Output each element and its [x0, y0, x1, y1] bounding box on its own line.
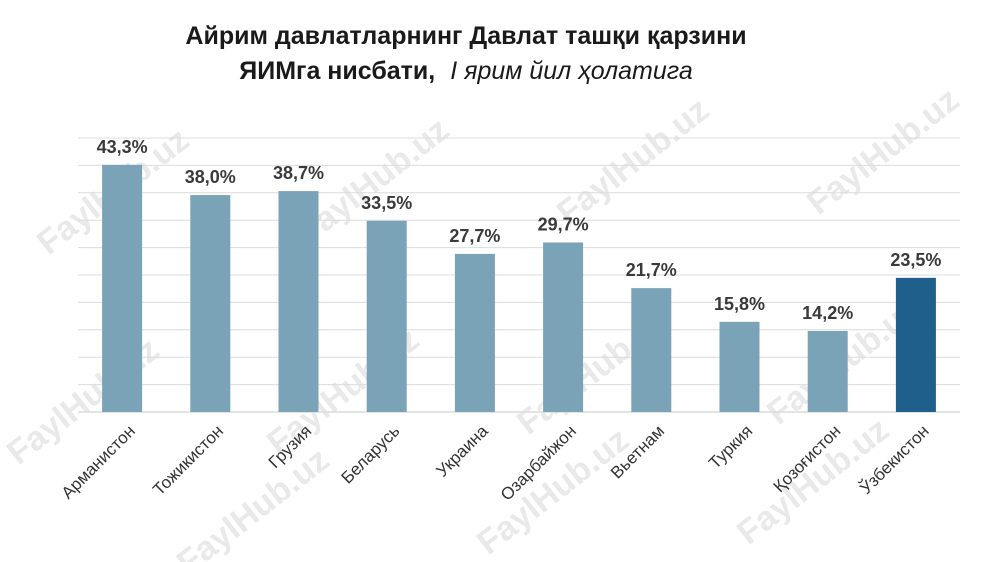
watermark-text: FaylHub.uz [800, 81, 966, 223]
bar [807, 330, 848, 412]
bar [631, 288, 672, 412]
data-label: 21,7% [626, 260, 677, 280]
tick-label: Украина [433, 421, 493, 481]
data-label: 15,8% [714, 294, 765, 314]
watermark-text: FaylHub.uz [550, 91, 716, 233]
bar [895, 277, 936, 412]
bar [454, 253, 495, 412]
data-label: 38,7% [273, 163, 324, 183]
data-label: 14,2% [802, 303, 853, 323]
tick-label: Тожикистон [149, 421, 227, 499]
bar [366, 220, 407, 412]
chart-title-line-2-italic: I ярим йил ҳолатига [450, 57, 693, 85]
data-label: 33,5% [361, 193, 412, 213]
bar [278, 191, 319, 412]
data-label: 43,3% [97, 137, 148, 157]
bars [102, 164, 936, 412]
bar [102, 164, 143, 412]
chart-title-line-2-bold: ЯИМга нисбати, [239, 57, 435, 85]
tick-label: Беларусь [338, 421, 404, 487]
data-label: 29,7% [538, 214, 589, 234]
data-label: 38,0% [185, 167, 236, 187]
bar [719, 321, 760, 412]
data-label: 23,5% [890, 250, 941, 270]
chart-title-line-1: Айрим давлатларнинг Давлат ташқи қарзини [185, 22, 746, 50]
data-label: 27,7% [449, 226, 500, 246]
bar [543, 242, 584, 412]
value-labels: 43,3% 38,0% 38,7% 33,5% 27,7% 29,7% 21,7% 15,8%… [97, 137, 942, 323]
bar [190, 195, 231, 412]
chart-title-line-2: ЯИМга нисбати, I ярим йил ҳолатига [239, 57, 693, 85]
tick-label: Туркия [705, 421, 756, 472]
